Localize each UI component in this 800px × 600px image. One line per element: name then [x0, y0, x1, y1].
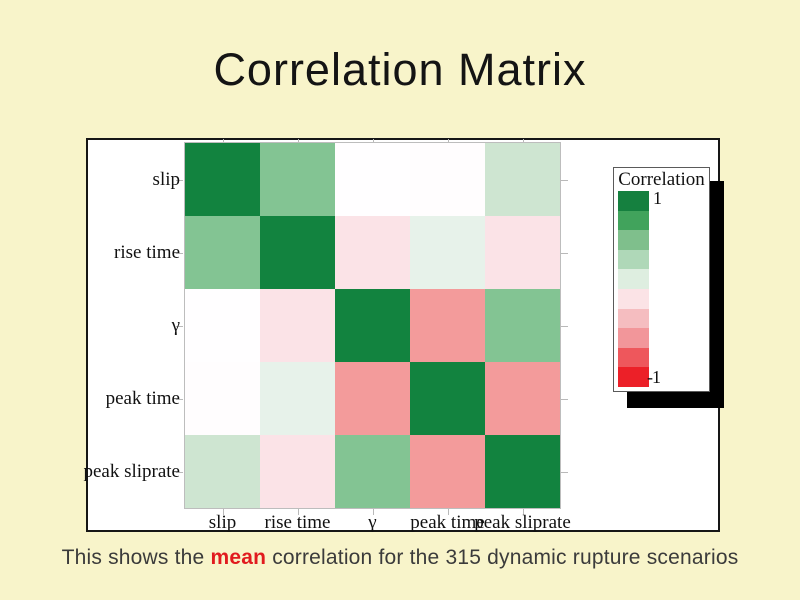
y-axis-label-2: γ	[171, 314, 180, 336]
heatmap-cell-r4-c0	[185, 435, 260, 508]
y-axis-label-3: peak time	[105, 387, 180, 409]
heatmap-cell-r2-c0	[185, 289, 260, 362]
tick-top-2	[373, 139, 374, 142]
legend-min-label: -1	[647, 367, 661, 387]
tick-top-0	[223, 139, 224, 142]
heatmap-cell-r1-c3	[410, 216, 485, 289]
legend-title: Correlation	[618, 169, 705, 190]
tick-right-0	[561, 180, 568, 181]
tick-right-4	[561, 472, 568, 473]
tick-left-3	[176, 399, 183, 400]
heatmap-cell-r0-c0	[185, 143, 260, 216]
x-axis-label-3: peak time	[410, 512, 485, 533]
legend-color-segment-7	[618, 328, 649, 348]
legend-max-label: 1	[653, 188, 662, 208]
heatmap-cell-r0-c2	[335, 143, 410, 216]
heatmap-cell-r2-c2	[335, 289, 410, 362]
tick-left-0	[176, 180, 183, 181]
tick-top-1	[298, 139, 299, 142]
legend: Correlation 1 -1	[613, 167, 710, 392]
tick-bottom-0	[223, 509, 224, 515]
heatmap-cell-r3-c0	[185, 362, 260, 435]
legend-color-segment-6	[618, 308, 649, 329]
chart-panel: slip rise time γ peak time peak sliprate sli…	[83, 138, 724, 533]
x-axis-label-0: slip	[208, 512, 237, 533]
heatmap-cell-r1-c4	[485, 216, 560, 289]
heatmap-cell-r3-c1	[260, 362, 335, 435]
legend-color-segment-5	[618, 288, 649, 309]
heatmap-cell-r1-c1	[260, 216, 335, 289]
heatmap-cell-r1-c0	[185, 216, 260, 289]
x-axis-label-4: peak sliprate	[474, 512, 571, 533]
tick-bottom-2	[373, 509, 374, 515]
tick-bottom-1	[298, 509, 299, 515]
heatmap-cell-r3-c2	[335, 362, 410, 435]
heatmap-cell-r1-c2	[335, 216, 410, 289]
legend-color-segment-3	[618, 249, 649, 270]
heatmap-cell-r2-c3	[410, 289, 485, 362]
caption-suffix: correlation for the 315 dynamic rupture …	[266, 546, 739, 569]
legend-color-segment-8	[618, 347, 649, 368]
caption-highlight: mean	[210, 546, 267, 569]
tick-left-2	[176, 326, 183, 327]
tick-left-1	[176, 253, 183, 254]
heatmap-cell-r0-c4	[485, 143, 560, 216]
caption-prefix: This shows the	[61, 546, 211, 569]
legend-color-segment-2	[618, 230, 649, 250]
x-axis-label-2: γ	[368, 512, 377, 533]
tick-top-3	[448, 139, 449, 142]
legend-color-segment-0	[618, 191, 649, 211]
legend-color-segment-1	[618, 210, 649, 231]
tick-right-3	[561, 399, 568, 400]
heatmap-cell-r0-c3	[410, 143, 485, 216]
tick-right-2	[561, 326, 568, 327]
y-axis-label-1: rise time	[114, 241, 180, 263]
heatmap-cell-r4-c2	[335, 435, 410, 508]
tick-bottom-3	[448, 509, 449, 515]
tick-bottom-4	[523, 509, 524, 515]
heatmap-cell-r2-c4	[485, 289, 560, 362]
y-axis-label-4: peak sliprate	[83, 460, 180, 482]
tick-right-1	[561, 253, 568, 254]
heatmap-cell-r4-c4	[485, 435, 560, 508]
heatmap-cell-r3-c3	[410, 362, 485, 435]
heatmap-cell-r3-c4	[485, 362, 560, 435]
legend-color-segment-4	[618, 269, 649, 289]
legend-color-segment-9	[618, 367, 649, 387]
heatmap-grid	[185, 143, 560, 508]
heatmap-cell-r4-c3	[410, 435, 485, 508]
tick-left-4	[176, 472, 183, 473]
slide-title: Correlation Matrix	[213, 44, 587, 95]
y-axis-label-0: slip	[152, 168, 180, 190]
legend-colorbar	[618, 191, 649, 387]
heatmap-cell-r2-c1	[260, 289, 335, 362]
heatmap-plot	[176, 139, 568, 515]
heatmap-cell-r0-c1	[260, 143, 335, 216]
x-axis-label-1: rise time	[264, 512, 331, 533]
tick-top-4	[523, 139, 524, 142]
heatmap-cell-r4-c1	[260, 435, 335, 508]
caption: This shows the mean correlation for the …	[0, 546, 800, 570]
